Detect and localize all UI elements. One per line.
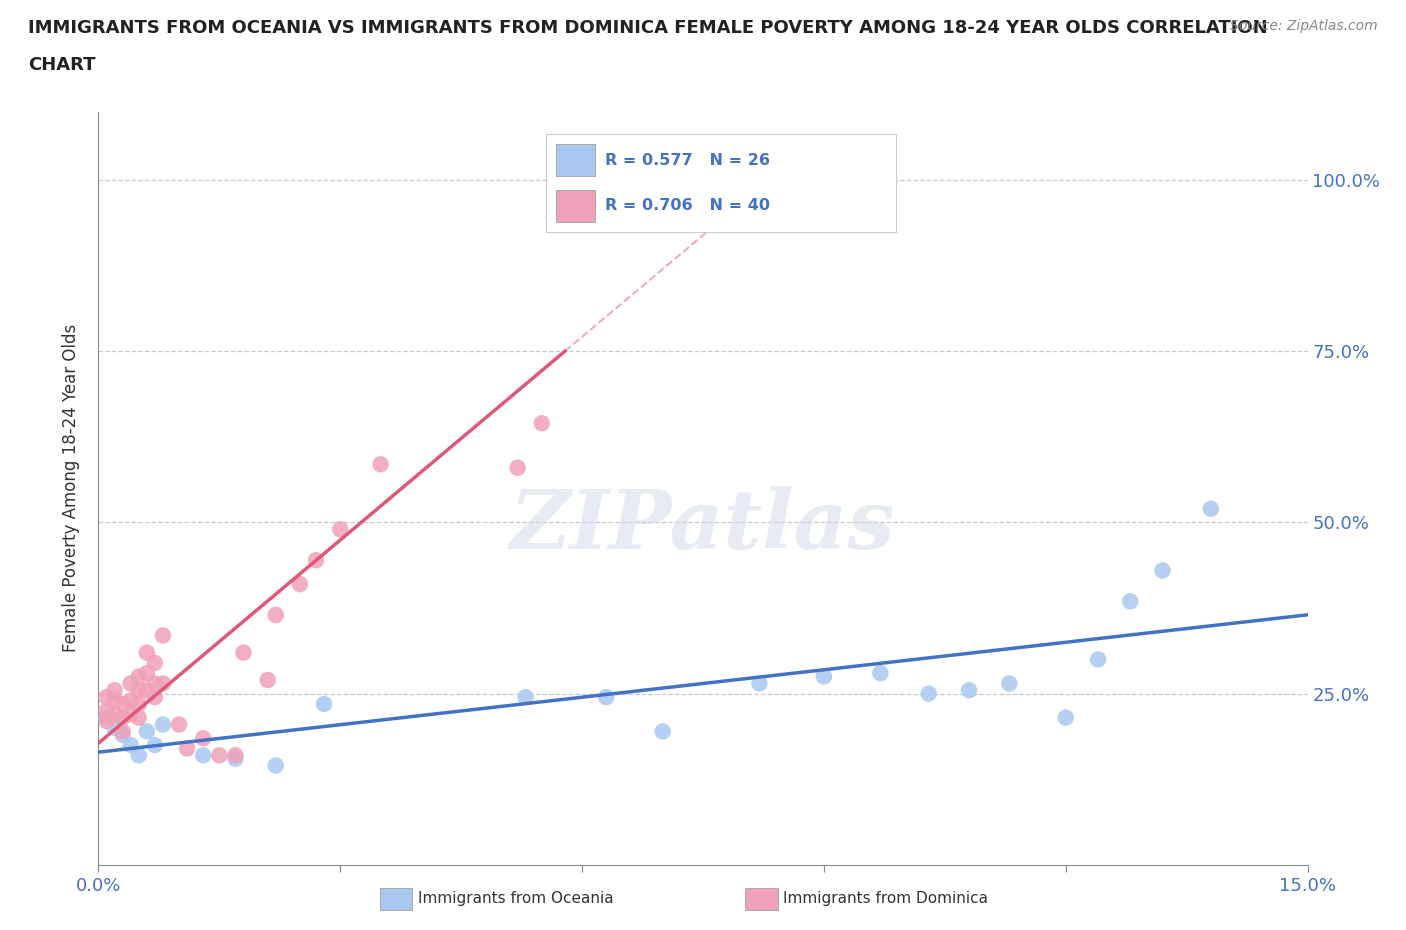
Point [96,711,118,725]
Point [128,683,150,698]
Point [264,607,287,622]
Text: Immigrants from Dominica: Immigrants from Dominica [783,891,988,907]
Point [128,670,150,684]
Point [208,748,231,763]
Point [224,748,246,763]
Point [193,731,215,746]
Point [224,751,246,766]
Point [595,690,617,705]
Point [111,727,134,742]
Text: IMMIGRANTS FROM OCEANIA VS IMMIGRANTS FROM DOMINICA FEMALE POVERTY AMONG 18-24 Y: IMMIGRANTS FROM OCEANIA VS IMMIGRANTS FR… [28,19,1268,36]
Point [96,690,118,705]
Point [530,416,553,431]
Point [135,645,157,660]
Point [612,210,634,225]
Point [120,707,142,722]
Point [135,683,157,698]
Point [143,737,166,752]
Text: ZIPatlas: ZIPatlas [510,485,896,566]
Point [111,724,134,738]
Point [1119,594,1142,609]
Point [506,460,529,475]
Text: Immigrants from Oceania: Immigrants from Oceania [418,891,613,907]
Point [176,741,198,756]
Point [193,748,215,763]
Point [869,666,891,681]
Point [515,690,537,705]
Point [748,676,770,691]
Point [128,697,150,711]
Point [143,656,166,671]
Point [103,683,125,698]
Point [143,676,166,691]
Point [256,672,278,687]
Point [128,748,150,763]
Point [120,676,142,691]
Point [152,717,174,732]
Point [288,577,311,591]
Point [651,724,673,738]
Point [103,693,125,708]
Point [314,697,336,711]
Point [957,683,980,698]
Point [111,711,134,725]
Point [998,676,1021,691]
Point [305,552,328,567]
Point [120,737,142,752]
Text: Source: ZipAtlas.com: Source: ZipAtlas.com [1230,19,1378,33]
Point [1152,563,1174,578]
Point [370,457,392,472]
Point [135,724,157,738]
Point [1199,501,1222,516]
Point [143,690,166,705]
Point [103,721,125,736]
Point [232,645,254,660]
Point [120,693,142,708]
Point [135,666,157,681]
Point [96,713,118,728]
Point [329,522,352,537]
Point [96,703,118,718]
Text: CHART: CHART [28,56,96,73]
Point [152,676,174,691]
Point [918,686,941,701]
Point [128,711,150,725]
Point [111,697,134,711]
Point [1054,711,1077,725]
Point [1087,652,1109,667]
Point [103,707,125,722]
Y-axis label: Female Poverty Among 18-24 Year Olds: Female Poverty Among 18-24 Year Olds [62,325,80,652]
Point [167,717,190,732]
Point [152,628,174,643]
Point [264,758,287,773]
Point [813,670,835,684]
Point [571,217,593,232]
